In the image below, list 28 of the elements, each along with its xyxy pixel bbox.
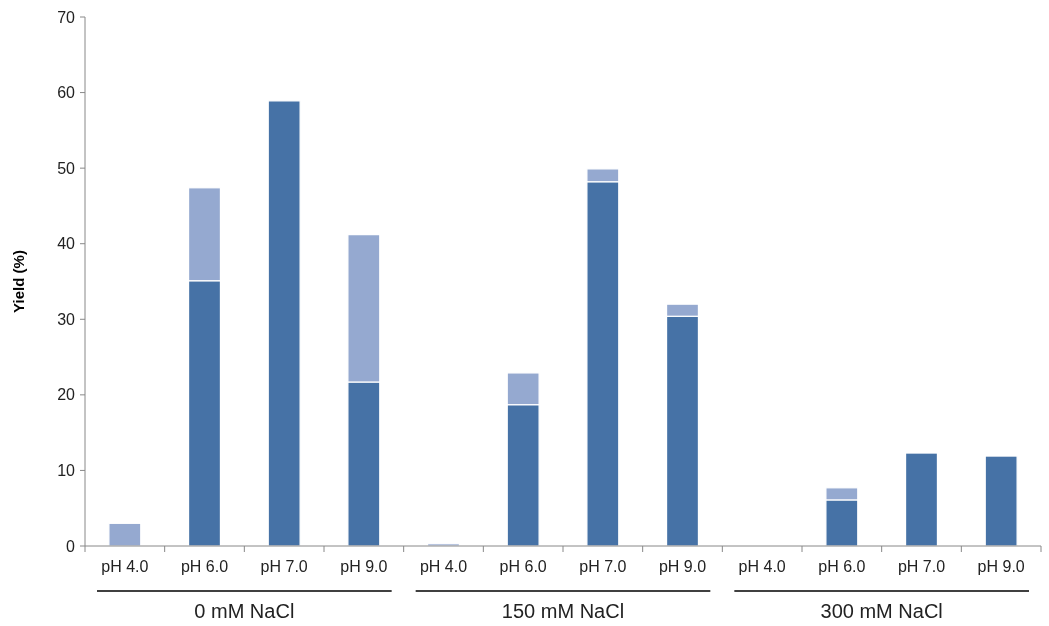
text: 150 mM NaCl	[501, 600, 625, 622]
text: 300 mM NaCl	[820, 600, 943, 622]
y-tick-label: 50	[57, 159, 76, 177]
x-tick-label: pH 6.0	[818, 558, 866, 575]
x-tick-label: pH 4.0	[738, 558, 786, 575]
x-tick-label: pH 4.0	[101, 558, 149, 575]
bar	[984, 455, 1018, 547]
x-tick-label: pH 9.0	[340, 558, 388, 575]
x-tick-label: pH 9.0	[658, 558, 707, 575]
x-tick-label: pH 7.0	[579, 558, 627, 575]
bar	[108, 522, 142, 547]
x-tick-label: pH 6.0	[180, 558, 229, 575]
y-tick-label: 0	[66, 537, 76, 555]
y-tick-label: 20	[57, 386, 76, 404]
x-tick-label: pH 9.0	[977, 558, 1025, 575]
y-tick-label: 40	[57, 235, 76, 253]
bar	[267, 100, 301, 547]
y-tick-label: 60	[57, 84, 76, 102]
y-tick-label: 30	[57, 310, 76, 328]
x-tick-label: pH 6.0	[499, 558, 547, 575]
y-axis-title: Yield (%)	[10, 250, 27, 313]
y-tick-label: 10	[57, 462, 76, 480]
x-tick-label: pH 7.0	[897, 558, 946, 575]
text: 0 mM NaCl	[194, 600, 295, 622]
x-tick-label: pH 4.0	[419, 558, 468, 575]
bar	[904, 452, 939, 547]
x-tick-label: pH 7.0	[260, 558, 308, 575]
y-tick-label: 70	[57, 8, 76, 26]
